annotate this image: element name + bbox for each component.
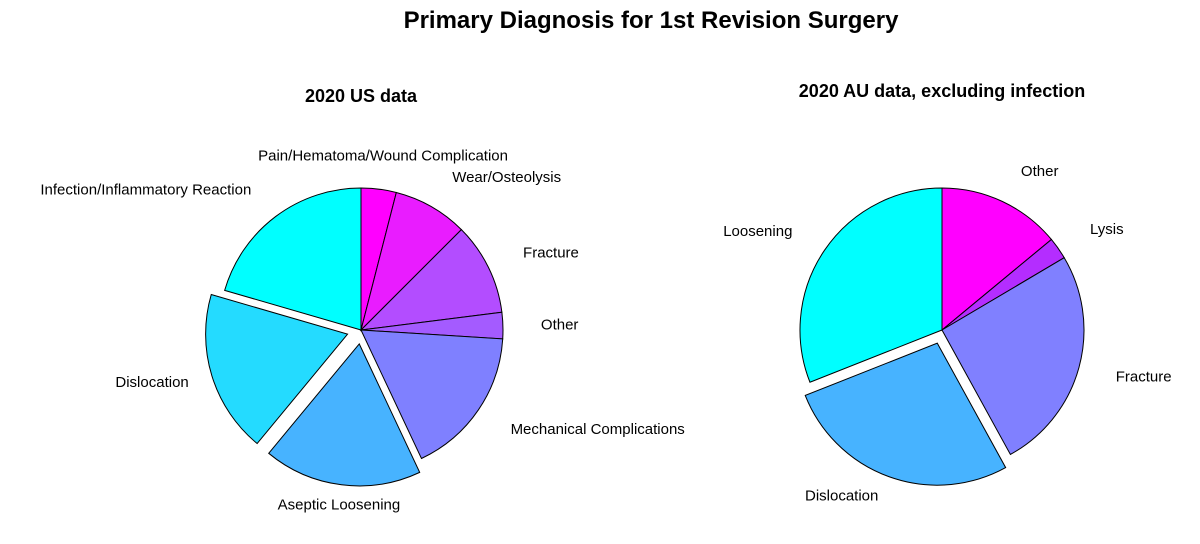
au-slice-loosening xyxy=(799,187,943,383)
us-slice-aseptic-loosening xyxy=(268,342,421,487)
us-slice-fracture xyxy=(359,228,503,331)
au-pie-title: 2020 AU data, excluding infection xyxy=(799,81,1085,101)
us-slice-infection-inflammatory-reaction xyxy=(224,187,362,331)
us-label-other: Other xyxy=(541,316,579,333)
us-label-mechanical-complications: Mechanical Complications xyxy=(511,421,685,438)
au-slice-other xyxy=(941,187,1053,332)
au-label-other: Other xyxy=(1021,163,1059,180)
us-slice-dislocation xyxy=(205,293,349,445)
au-slice-fracture xyxy=(941,257,1085,456)
us-label-fracture: Fracture xyxy=(523,245,579,262)
us-label-dislocation: Dislocation xyxy=(115,374,188,391)
au-label-dislocation: Dislocation xyxy=(805,488,878,505)
au-slice-dislocation xyxy=(804,342,1007,486)
chart-main-title: Primary Diagnosis for 1st Revision Surge… xyxy=(404,7,899,34)
au-pie: Other Lysis Fracture Dislocation Loosening xyxy=(723,163,1171,505)
us-label-aseptic-loosening: Aseptic Loosening xyxy=(278,497,401,514)
us-label-infection-inflammatory-reaction: Infection/Inflammatory Reaction xyxy=(40,181,251,198)
us-label-pain-hematoma-wound-complication: Pain/Hematoma/Wound Complication xyxy=(258,147,508,164)
au-label-loosening: Loosening xyxy=(723,223,792,240)
us-pie-title: 2020 US data xyxy=(305,86,418,106)
au-label-fracture: Fracture xyxy=(1116,368,1172,385)
us-label-wear-osteolysis: Wear/Osteolysis xyxy=(452,169,561,186)
us-slice-mechanical-complications xyxy=(360,329,504,460)
au-label-lysis: Lysis xyxy=(1090,221,1124,238)
us-pie: Pain/Hematoma/Wound Complication Wear/Ost… xyxy=(40,147,684,513)
